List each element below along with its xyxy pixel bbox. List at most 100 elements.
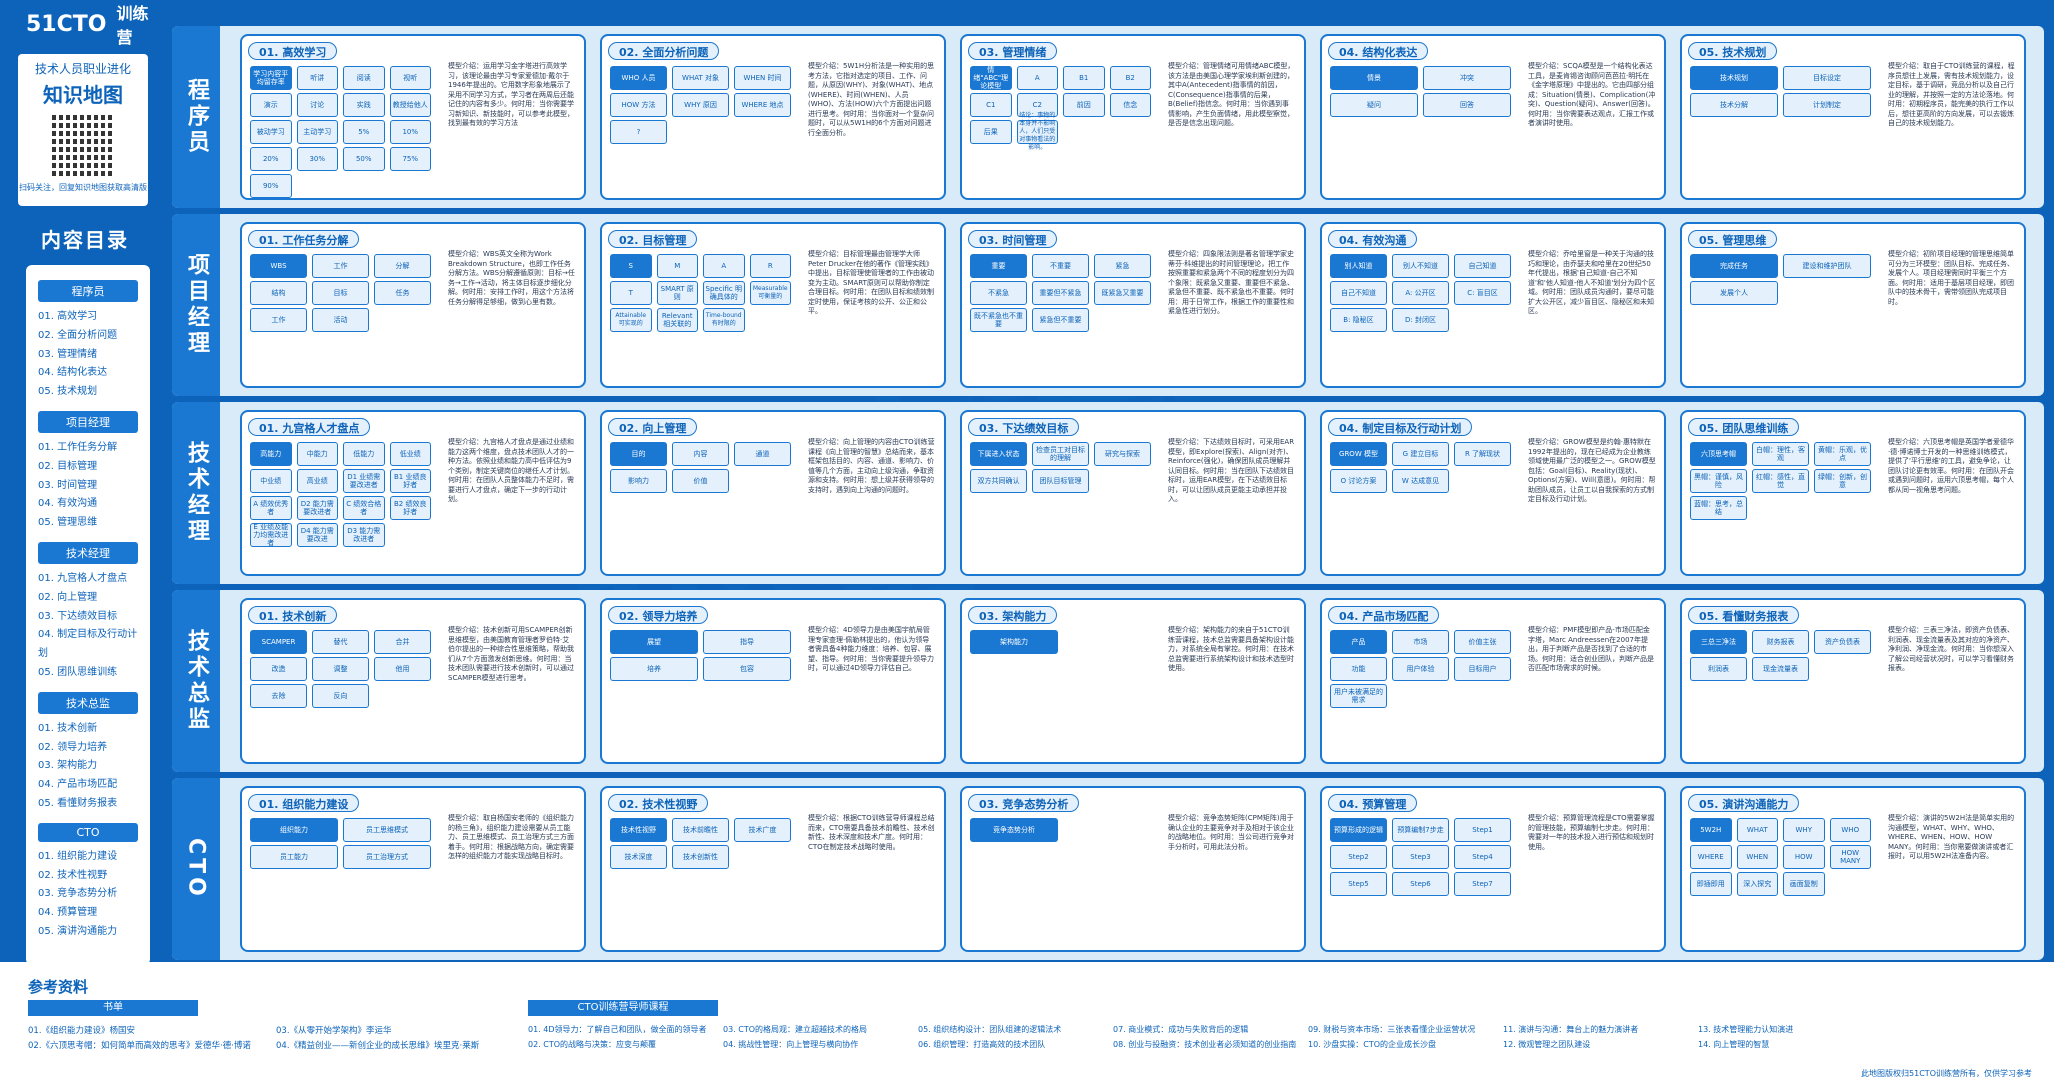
- toc-item[interactable]: 05. 技术规划: [38, 386, 98, 398]
- model-card[interactable]: 04. 制定目标及行动计划 模型介绍：GROW模型是约翰·惠特默在1992年提出的…: [1320, 410, 1666, 576]
- model-card[interactable]: 03. 下达绩效目标 模型介绍：下达绩效目标时，可采用EAR模型，即Explore…: [960, 410, 1306, 576]
- toc-item[interactable]: 05. 看懂财务报表: [38, 797, 118, 809]
- toc-item[interactable]: 02. 全面分析问题: [38, 329, 118, 341]
- card-diagram: 目的 内容 通道 影响力 价值: [610, 442, 800, 548]
- diagram-label: 检查员工对目标的理解: [1032, 442, 1089, 466]
- card-diagram: 组织能力 员工思维模式 员工能力 员工治理方式: [250, 818, 440, 924]
- toc-group-1[interactable]: 项目经理: [38, 410, 138, 433]
- toc-item[interactable]: 01. 技术创新: [38, 722, 98, 734]
- model-card[interactable]: 03. 管理情绪 模型介绍：管理情绪可用情绪ABC模型，该方法是由美国心理学家埃利…: [960, 34, 1306, 200]
- model-card[interactable]: 01. 高效学习 模型介绍：运用学习金字塔进行高效学习，该理论最由学习专家爱德加·…: [240, 34, 586, 200]
- toc-item[interactable]: 02. 领导力培养: [38, 741, 108, 753]
- diagram-label: 合并: [374, 630, 431, 654]
- qr-code[interactable]: [52, 114, 114, 176]
- diagram-label: 组织能力: [250, 818, 338, 842]
- card-description: 模型介绍：预算管理流程是CTO需要掌握的管理技能，预算编制七步走。何时用：需要对…: [1528, 814, 1655, 851]
- model-card[interactable]: 03. 竞争态势分析 模型介绍：竞争态势矩阵(CPM矩阵)用于确认企业的主要竞争对…: [960, 786, 1306, 952]
- toc-group-2[interactable]: 技术经理: [38, 541, 138, 564]
- card-diagram: 5W2H WHAT WHY WHO WHERE WHEN HOW HOW MANY 即插即用 深入…: [1690, 818, 1880, 924]
- diagram-label: 用户未被满足的需求: [1330, 684, 1387, 708]
- model-card[interactable]: 04. 有效沟通 模型介绍：乔哈里窗是一种关于沟通的技巧和理论，由乔瑟夫和哈里在2…: [1320, 222, 1666, 388]
- toc-item[interactable]: 03. 竞争态势分析: [38, 888, 118, 900]
- qr-caption: 扫码关注，回复知识地图获取高清版: [19, 183, 147, 192]
- toc-item[interactable]: 03. 下达绩效目标: [38, 610, 118, 622]
- diagram-label: 工作: [312, 254, 369, 278]
- diagram-label: 紧急: [1094, 254, 1151, 278]
- toc-item[interactable]: 04. 预算管理: [38, 907, 98, 919]
- diagram-label: M: [656, 254, 698, 278]
- toc-item[interactable]: 01. 组织能力建设: [38, 850, 118, 862]
- diagram-label: 绿帽：创新，创意: [1814, 469, 1871, 493]
- model-card[interactable]: 01. 组织能力建设 模型介绍：取自杨国安老师的《组织能力的杨三角》，组织能力建设…: [240, 786, 586, 952]
- diagram-label: 技术规划: [1690, 66, 1778, 90]
- diagram-label: 情绪"ABC"理论模型: [970, 66, 1012, 90]
- diagram-label: WHO 人员: [610, 66, 667, 90]
- diagram-label: 价值: [672, 469, 729, 493]
- model-card[interactable]: 02. 技术性视野 模型介绍：根据CTO训练营导师课程总结而来，CTO需要具备技术…: [600, 786, 946, 952]
- model-card[interactable]: 05. 管理思维 模型介绍：初阶项目经理的管理思维简单可分为三环模型：团队目标、完…: [1680, 222, 2026, 388]
- toc-item[interactable]: 02. 向上管理: [38, 591, 98, 603]
- course-item: 11. 演讲与沟通：舞台上的魅力演讲者: [1503, 1025, 1639, 1034]
- toc-item[interactable]: 04. 产品市场匹配: [38, 779, 118, 791]
- diagram-label: 听讲: [296, 66, 338, 90]
- toc-item[interactable]: 01. 高效学习: [38, 311, 98, 322]
- card-diagram: 竞争态势分析: [970, 818, 1160, 924]
- toc-item[interactable]: 03. 管理情绪: [38, 348, 98, 360]
- card-description: 模型介绍：竞争态势矩阵(CPM矩阵)用于确认企业的主要竞争对手及相对于该企业的战…: [1168, 814, 1294, 851]
- model-card[interactable]: 01. 九宫格人才盘点 模型介绍：九宫格人才盘点是通过业绩和能力这两个维度，盘点技…: [240, 410, 586, 576]
- card-description: 模型介绍：目标管理最由管理学大师Peter Drucker在他的著作《管理实践》…: [808, 250, 934, 315]
- toc-item[interactable]: 03. 时间管理: [38, 479, 98, 491]
- card-diagram: 产品 市场 价值主张 功能 用户体验 目标用户 用户未被满足的需求: [1330, 630, 1520, 736]
- model-card[interactable]: 01. 技术创新 模型介绍：技术创新可用SCAMPER创新思维模型，由美国教育管理…: [240, 598, 586, 764]
- toc-item[interactable]: 04. 制定目标及行动计划: [38, 629, 138, 660]
- toc-item[interactable]: 05. 管理思维: [38, 517, 98, 529]
- model-card[interactable]: 05. 看懂财务报表 模型介绍：三表三净法，即资产负债表、利润表、现金流量表及其对…: [1680, 598, 2026, 764]
- model-card[interactable]: 03. 时间管理 模型介绍：四象限法则是著名管理学家史蒂芬·科维提出的时间管理理论…: [960, 222, 1306, 388]
- model-card[interactable]: 02. 全面分析问题 模型介绍：5W1H分析法是一种实用的思考方法，它指对选定的项…: [600, 34, 946, 200]
- left-sidebar: 51CTO 训练营 技术人员职业进化 知识地图 扫码关注，回复知识地图获取高清版…: [6, 4, 164, 965]
- toc-item[interactable]: 02. 目标管理: [38, 460, 98, 472]
- model-card[interactable]: 02. 领导力培养 模型介绍：4D领导力是由美国宇航局管理专家查理·佩勒林提出的，…: [600, 598, 946, 764]
- model-card[interactable]: 04. 预算管理 模型介绍：预算管理流程是CTO需要掌握的管理技能，预算编制七步走…: [1320, 786, 1666, 952]
- books-label: 书单: [28, 1000, 198, 1016]
- model-card[interactable]: 01. 工作任务分解 模型介绍：WBS英文全称为Work Breakdown St…: [240, 222, 586, 388]
- toc-group-0[interactable]: 程序员: [38, 280, 138, 302]
- card-description: 模型介绍：乔哈里窗是一种关于沟通的技巧和理论，由乔瑟夫和哈里在20世纪50年代提…: [1528, 250, 1656, 315]
- model-card[interactable]: 05. 技术规划 模型介绍：取自于CTO训练营的课程，程序员想往上发展，需有技术规…: [1680, 34, 2026, 200]
- course-item: 13. 技术管理能力认知演进: [1698, 1025, 1794, 1034]
- model-card[interactable]: 05. 团队思维训练 模型介绍：六顶思考帽是英国学者爱德华·德·博诺博士开发的一种…: [1680, 410, 2026, 576]
- card-description: 模型介绍：管理情绪可用情绪ABC模型，该方法是由美国心理学家埃利斯创建的，其中A…: [1168, 62, 1295, 127]
- model-card[interactable]: 04. 结构化表达 模型介绍：SCQA模型是一个结构化表达工具，是麦肯锡咨询顾问芭…: [1320, 34, 1666, 200]
- toc-item[interactable]: 01. 工作任务分解: [38, 441, 118, 453]
- diagram-label: Step6: [1392, 872, 1449, 896]
- diagram-label: WHY: [1783, 818, 1825, 842]
- card-title: 02. 全面分析问题: [608, 42, 720, 60]
- row-4: CTO 01. 组织能力建设 模型介绍：取自杨国安老师的《组织能力的杨三角》，组织能…: [172, 778, 2044, 960]
- diagram-label: 目的: [610, 442, 667, 466]
- diagram-label: 别人知道: [1330, 254, 1387, 278]
- diagram-label: 自己不知道: [1330, 281, 1387, 305]
- card-title: 02. 目标管理: [608, 230, 698, 248]
- model-card[interactable]: 02. 目标管理模型介绍：目标管理最由管理学大师Peter Drucker在他的…: [600, 222, 946, 388]
- toc-group-4[interactable]: CTO: [38, 822, 138, 842]
- card-diagram: 三总三净法 财务报表 资产负债表 利润表 现金流量表: [1690, 630, 1880, 736]
- diagram-label: 员工治理方式: [343, 845, 431, 869]
- toc-item[interactable]: 05. 团队思维训练: [38, 666, 118, 678]
- toc-item[interactable]: 05. 演讲沟通能力: [38, 925, 118, 937]
- card-title: 05. 管理思维: [1688, 230, 1778, 248]
- diagram-label: 市场: [1392, 630, 1449, 654]
- diagram-label: B2 绩效良好者: [389, 496, 431, 520]
- model-card[interactable]: 02. 向上管理 模型介绍：向上管理的内容由CTO训练营课程《向上管理的智慧》总结…: [600, 410, 946, 576]
- model-card[interactable]: 05. 演讲沟通能力 模型介绍：演讲的5W2H法是简单实用的沟通模型，WHAT、W…: [1680, 786, 2026, 952]
- toc-item[interactable]: 04. 结构化表达: [38, 367, 108, 379]
- diagram-label: 包容: [703, 657, 791, 681]
- diagram-label: 工作: [250, 308, 307, 332]
- diagram-label: 前因: [1063, 93, 1105, 117]
- toc-item[interactable]: 01. 九宫格人才盘点: [38, 572, 128, 584]
- toc-item[interactable]: 04. 有效沟通: [38, 498, 98, 510]
- model-card[interactable]: 04. 产品市场匹配 模型介绍：PMF模型即产品-市场匹配金字塔，Marc And…: [1320, 598, 1666, 764]
- toc-item[interactable]: 02. 技术性视野: [38, 869, 108, 881]
- model-card[interactable]: 03. 架构能力 模型介绍：架构能力的来自于51CTO训练营课程，技术总监需要具备…: [960, 598, 1306, 764]
- toc-item[interactable]: 03. 架构能力: [38, 760, 98, 772]
- toc-group-3[interactable]: 技术总监: [38, 691, 138, 714]
